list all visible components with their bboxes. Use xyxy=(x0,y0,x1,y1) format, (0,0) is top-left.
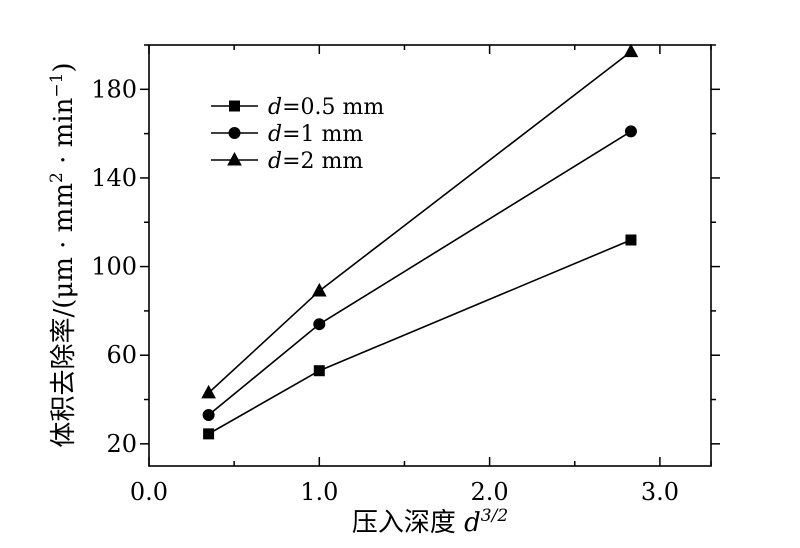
x-tick-label: 1.0 xyxy=(300,478,338,506)
plot-frame xyxy=(148,44,712,467)
series-layer xyxy=(201,43,639,440)
axis-ticks: 0.0 1.0 2.0 3.0 20 60 100 140 180 xyxy=(91,44,720,506)
data-point-square xyxy=(313,365,325,377)
data-point-square xyxy=(203,428,215,440)
legend-item: d=1 mm xyxy=(211,122,363,147)
data-point-triangle xyxy=(311,282,327,297)
y-tick-label: 180 xyxy=(91,75,137,103)
y-tick-label: 20 xyxy=(106,430,137,458)
legend-label: d=0.5 mm xyxy=(268,95,384,120)
y-tick-label: 100 xyxy=(91,253,137,281)
x-axis-title: 压入深度 d3/2 xyxy=(352,506,508,538)
y-axis-title: 体积去除率/(μm · mm2 · min−1) xyxy=(47,62,79,447)
data-point-triangle xyxy=(201,384,216,399)
series-line xyxy=(208,239,632,435)
series-circle xyxy=(202,125,637,422)
legend: d=0.5 mmd=1 mmd=2 mm xyxy=(211,95,384,174)
data-point-triangle xyxy=(623,43,639,58)
data-point-circle xyxy=(313,318,326,331)
legend-marker-circle xyxy=(228,127,241,139)
legend-item: d=2 mm xyxy=(211,149,363,174)
data-point-circle xyxy=(624,125,637,138)
x-tick-label: 2.0 xyxy=(471,478,509,506)
legend-marker-triangle xyxy=(227,151,242,166)
series-triangle xyxy=(201,43,639,399)
y-tick-label: 140 xyxy=(91,164,137,192)
y-tick-label: 60 xyxy=(106,341,137,369)
legend-marker-square xyxy=(229,100,240,112)
series-square xyxy=(203,234,637,440)
x-tick-label: 3.0 xyxy=(641,478,679,506)
x-tick-label: 0.0 xyxy=(130,478,168,506)
legend-label: d=2 mm xyxy=(268,149,363,174)
data-point-circle xyxy=(202,409,215,422)
legend-label: d=1 mm xyxy=(268,122,363,147)
data-point-square xyxy=(625,234,637,246)
legend-item: d=0.5 mm xyxy=(211,95,384,120)
